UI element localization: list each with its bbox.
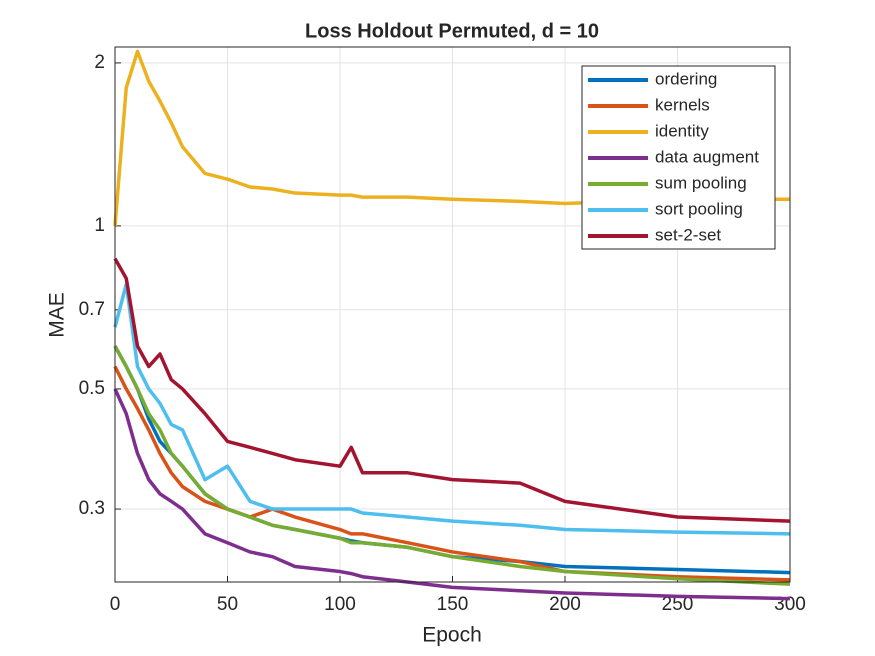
chart-title: Loss Holdout Permuted, d = 10 (305, 20, 599, 42)
y-tick-label: 1 (94, 215, 105, 236)
x-tick-label: 250 (662, 594, 694, 615)
legend-label: set-2-set (655, 225, 721, 244)
line-series (113, 49, 790, 227)
line-series (113, 345, 791, 586)
y-tick-label: 0.3 (79, 498, 105, 519)
x-tick-label: 200 (549, 594, 581, 615)
line-series (113, 388, 791, 601)
y-tick-label: 2 (94, 52, 105, 73)
plot-border (114, 46, 791, 583)
y-tick-label: 0.7 (79, 299, 105, 320)
legend-label: sum pooling (655, 173, 747, 192)
x-tick-label: 150 (437, 594, 469, 615)
y-axis-label: MAE (46, 292, 69, 338)
x-tick-label: 50 (217, 594, 238, 615)
x-tick-label: 0 (110, 594, 121, 615)
legend-label: identity (655, 121, 709, 140)
legend-label: sort pooling (655, 199, 743, 218)
legend-label: kernels (655, 95, 710, 114)
y-tick-label: 0.5 (79, 378, 105, 399)
x-axis-label: Epoch (422, 624, 482, 647)
x-tick-label: 100 (324, 594, 356, 615)
line-series (113, 257, 791, 523)
legend-label: ordering (655, 69, 717, 88)
line-series (113, 282, 791, 536)
legend-label: data augment (655, 147, 759, 166)
